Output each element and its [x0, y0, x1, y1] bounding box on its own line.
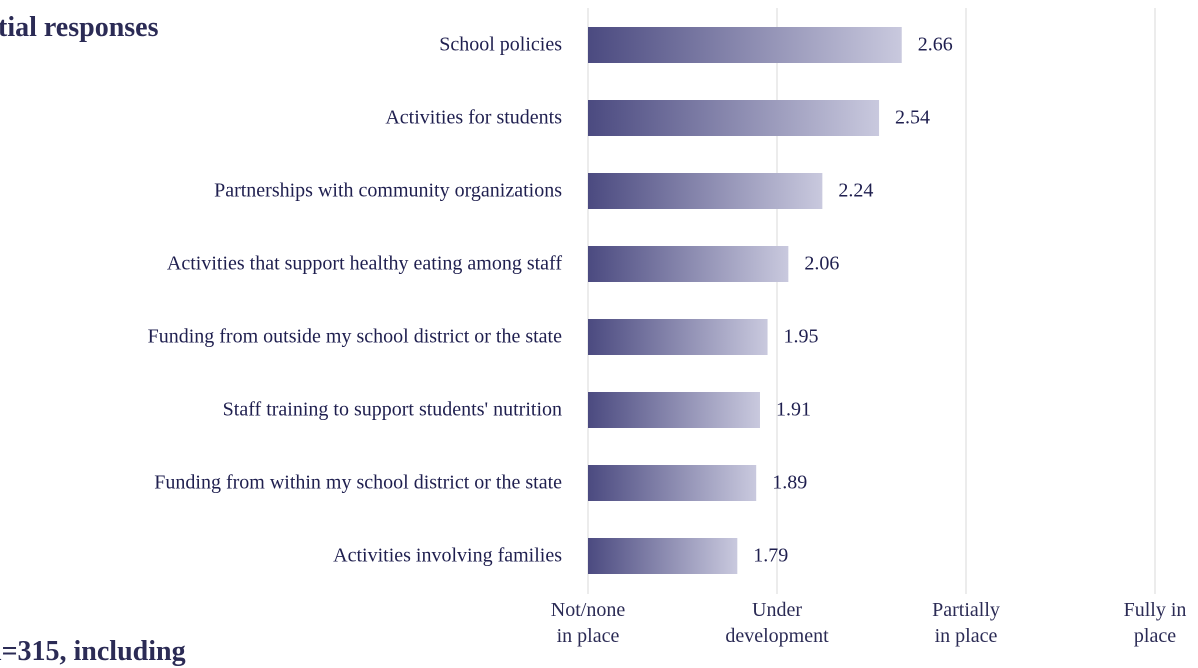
title-fragment: tial responses [0, 12, 159, 43]
category-label: Activities that support healthy eating a… [167, 253, 562, 275]
category-label: Activities for students [385, 107, 562, 129]
value-label: 1.95 [784, 326, 819, 348]
category-label: School policies [439, 34, 562, 56]
bar [588, 173, 823, 209]
x-tick-label: Under development [725, 599, 829, 647]
bar [588, 27, 902, 63]
value-label: 2.24 [838, 180, 873, 202]
note-fragment: n=315, including [0, 636, 186, 667]
bar [588, 465, 757, 501]
x-tick-label: Partially in place [932, 599, 1000, 647]
value-label: 1.89 [772, 472, 807, 494]
x-tick-label: Fully in place [1123, 599, 1187, 647]
category-label: Partnerships with community organization… [214, 180, 562, 202]
value-label: 2.66 [918, 34, 953, 56]
category-label: Funding from outside my school district … [148, 326, 563, 348]
value-label: 1.91 [776, 399, 811, 421]
category-label: Staff training to support students' nutr… [223, 399, 562, 421]
value-label: 2.06 [804, 253, 839, 275]
bar [588, 392, 760, 428]
bar [588, 246, 789, 282]
bar [588, 100, 880, 136]
value-label: 1.79 [753, 545, 788, 567]
category-label: Funding from within my school district o… [154, 472, 562, 494]
value-label: 2.54 [895, 107, 930, 129]
x-tick-label: Not/none in place [550, 599, 626, 647]
category-label: Activities involving families [333, 545, 562, 567]
bar [588, 319, 768, 355]
bar [588, 538, 738, 574]
